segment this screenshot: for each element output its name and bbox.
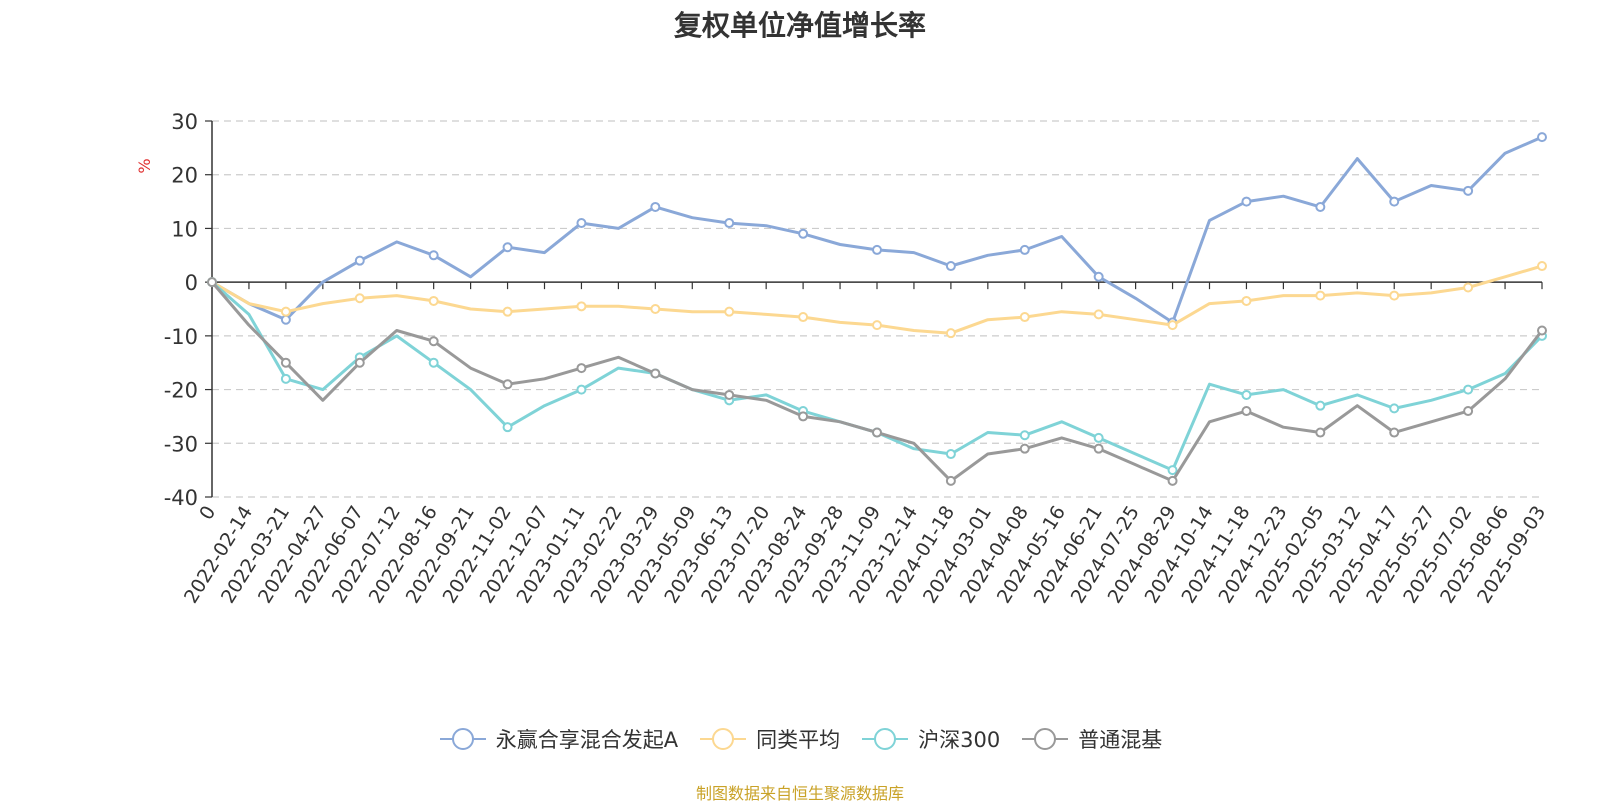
series-line [210, 281, 1544, 483]
grid-lines [212, 120, 1542, 498]
data-point [428, 336, 439, 347]
data-point [1389, 427, 1400, 438]
data-point [650, 368, 661, 379]
data-point [1537, 132, 1547, 143]
data-point [650, 304, 661, 314]
data-point [1019, 244, 1030, 255]
data-point [1093, 309, 1104, 320]
data-point [872, 427, 882, 438]
data-point [1093, 271, 1104, 282]
data-point [1019, 443, 1030, 454]
data-point [576, 363, 587, 374]
data-point [1463, 406, 1474, 417]
data-point [576, 384, 587, 395]
data-point [502, 306, 513, 317]
series-lines [207, 132, 1547, 486]
y-tick-label: -10 [164, 325, 198, 349]
data-point [1315, 400, 1326, 411]
data-point [1019, 430, 1030, 441]
data-point [428, 295, 439, 306]
data-point [1093, 432, 1104, 443]
data-point [1167, 475, 1178, 486]
series-line [211, 280, 1544, 472]
data-point [872, 244, 882, 255]
data-point [1315, 290, 1326, 301]
legend-item[interactable]: 永赢合享混合发起A [438, 724, 678, 754]
data-point [1241, 295, 1252, 306]
chart-title: 复权单位净值增长率 [673, 9, 926, 42]
data-point [1093, 443, 1104, 454]
data-point [1315, 427, 1326, 438]
legend: 永赢合享混合发起A 同类平均 沪深300 普通混基 [0, 724, 1600, 754]
data-point [207, 277, 217, 288]
data-point [798, 228, 809, 239]
data-point [1463, 282, 1474, 293]
data-point [798, 312, 809, 323]
data-point [1315, 201, 1326, 212]
data-point [280, 357, 291, 368]
data-point [945, 328, 956, 339]
y-tick-label: 20 [171, 164, 198, 188]
data-point [945, 261, 956, 272]
data-point [945, 475, 956, 486]
legend-label: 普通混基 [1078, 728, 1163, 752]
legend-marker [862, 728, 909, 750]
data-point [1537, 261, 1547, 272]
data-point [1167, 465, 1178, 476]
legend-item[interactable]: 同类平均 [698, 724, 840, 754]
x-tick-label: 0 [195, 502, 220, 524]
data-point [1463, 384, 1474, 395]
legend-label: 永赢合享混合发起A [495, 728, 679, 752]
data-point [280, 306, 291, 317]
data-point [502, 242, 513, 253]
data-point [1389, 196, 1400, 207]
data-point [576, 218, 587, 229]
y-tick-label: 30 [171, 110, 198, 134]
legend-label: 沪深300 [918, 728, 1001, 752]
legend-marker [439, 728, 486, 750]
legend-label: 同类平均 [756, 728, 841, 752]
data-point [872, 320, 882, 331]
data-point [1019, 312, 1030, 323]
legend-item[interactable]: 沪深300 [860, 724, 1000, 754]
data-point [1167, 320, 1178, 331]
source-note: 制图数据来自恒生聚源数据库 [695, 784, 904, 803]
data-point [354, 255, 365, 266]
axes: 3020100-10-20-30-4002022-02-142022-03-21… [164, 110, 1551, 607]
data-point [1537, 325, 1547, 336]
y-tick-label: 0 [185, 271, 198, 295]
y-tick-label: -40 [164, 486, 198, 510]
data-point [280, 314, 291, 325]
legend-item[interactable]: 普通混基 [1020, 724, 1162, 754]
data-point [724, 218, 735, 229]
data-point [354, 293, 365, 304]
data-point [724, 306, 735, 317]
data-point [1241, 389, 1252, 400]
y-tick-label: 10 [171, 217, 198, 241]
data-point [1241, 196, 1252, 207]
legend-marker [700, 728, 747, 750]
data-point [502, 379, 513, 390]
data-point [576, 301, 587, 312]
y-tick-label: -30 [164, 432, 198, 456]
data-point [650, 201, 661, 212]
y-axis-unit-label: % [135, 158, 154, 173]
legend-marker [1022, 728, 1069, 750]
data-point [428, 357, 439, 368]
y-tick-label: -20 [164, 379, 198, 403]
data-point [354, 357, 365, 368]
data-point [502, 422, 513, 433]
data-point [724, 389, 735, 400]
data-point [428, 250, 439, 261]
data-point [1463, 185, 1474, 196]
data-point [280, 373, 291, 384]
data-point [798, 411, 809, 422]
data-point [1241, 406, 1252, 417]
data-point [945, 449, 956, 460]
data-point [1389, 403, 1400, 414]
data-point [1389, 290, 1400, 301]
